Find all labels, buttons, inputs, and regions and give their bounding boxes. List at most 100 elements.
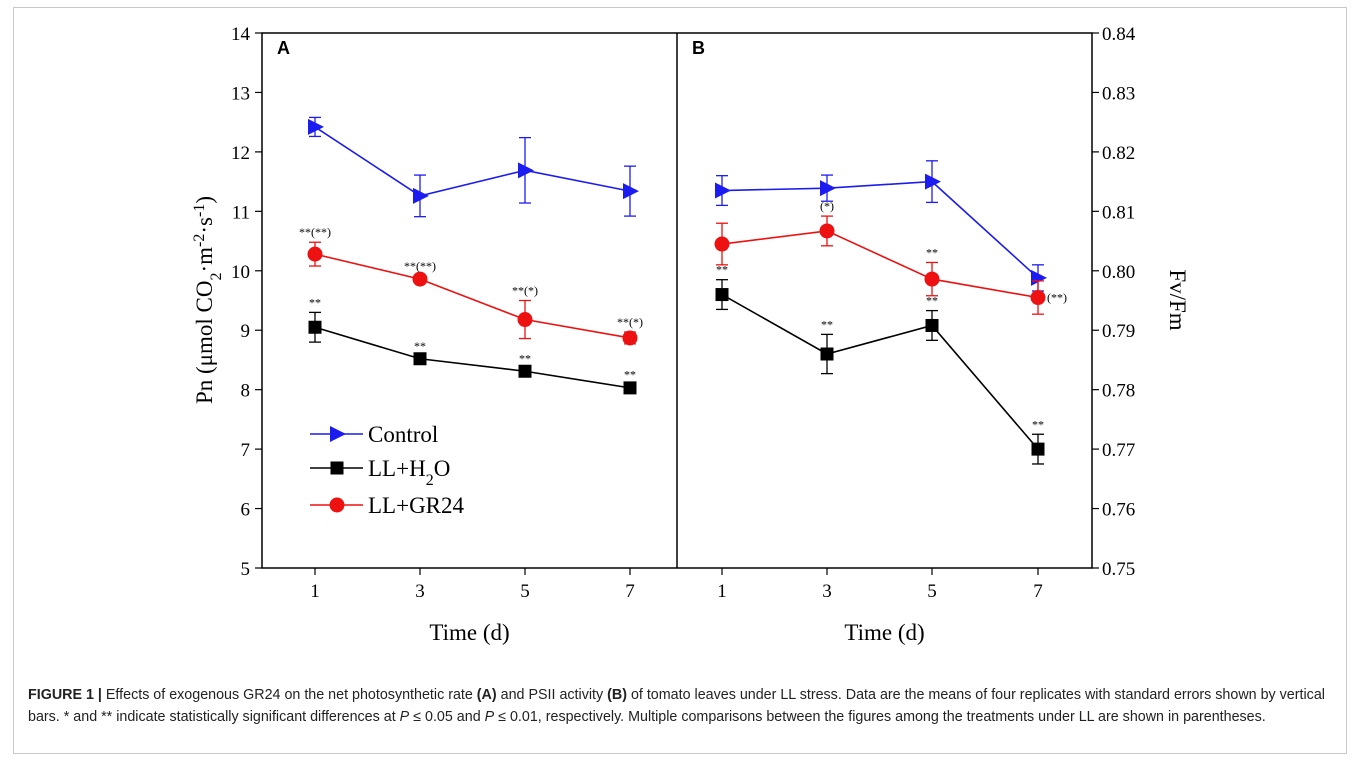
data-point-ll-gr24 bbox=[307, 246, 323, 262]
data-point-ll-h2o bbox=[1031, 442, 1045, 456]
panel-letter: B bbox=[692, 38, 705, 58]
y-tick-label-right: 0.78 bbox=[1102, 381, 1135, 402]
series-line-control bbox=[314, 126, 631, 197]
data-point-ll-gr24 bbox=[517, 312, 533, 328]
series-line-ll-h2o bbox=[721, 293, 1039, 450]
y-tick-label-left: 14 bbox=[231, 24, 251, 45]
y-axis-title-right: Fv/Fm bbox=[1165, 269, 1190, 330]
x-tick-label: 5 bbox=[927, 581, 937, 602]
y-tick-label-left: 9 bbox=[241, 321, 251, 342]
y-tick-label-right: 0.76 bbox=[1102, 500, 1135, 521]
series-line-ll-gr24 bbox=[721, 230, 1039, 299]
caption-panel-a: (A) bbox=[476, 687, 497, 703]
significance-label: (*) bbox=[820, 199, 834, 213]
series-line-control bbox=[721, 180, 1039, 279]
significance-label: ** bbox=[414, 339, 426, 353]
significance-label: ** bbox=[926, 245, 938, 259]
x-tick-label: 7 bbox=[625, 581, 635, 602]
caption-p-symbol-2: P bbox=[484, 709, 495, 725]
legend-label: LL+GR24 bbox=[368, 493, 465, 518]
data-point-ll-h2o bbox=[413, 352, 427, 366]
significance-label: **(*) bbox=[512, 284, 538, 298]
axes-layer: 5678910111213140.750.760.770.780.790.800… bbox=[191, 24, 1191, 645]
caption-panel-b: (B) bbox=[607, 687, 627, 703]
y-tick-label-left: 8 bbox=[241, 381, 251, 402]
legend-label: Control bbox=[368, 422, 438, 447]
caption-text-2: and PSII activity bbox=[496, 687, 608, 703]
y-tick-label-left: 5 bbox=[241, 559, 251, 580]
caption-text-1: Effects of exogenous GR24 on the net pho… bbox=[101, 687, 477, 703]
data-point-control bbox=[308, 118, 324, 135]
x-tick-label: 5 bbox=[520, 581, 530, 602]
significance-label: (**) bbox=[1047, 291, 1067, 305]
caption-p-symbol-1: P bbox=[399, 709, 410, 725]
data-point-ll-gr24 bbox=[622, 330, 638, 346]
significance-label: ** bbox=[309, 295, 321, 309]
panel-letter: A bbox=[277, 38, 290, 58]
figure-caption: FIGURE 1 | Effects of exogenous GR24 on … bbox=[28, 684, 1328, 728]
data-point-control bbox=[715, 182, 731, 199]
data-point-ll-h2o bbox=[715, 288, 729, 302]
legend-marker bbox=[330, 461, 344, 475]
legend-label: LL+H2O bbox=[368, 456, 450, 489]
significance-label: **(*) bbox=[617, 315, 643, 329]
significance-label: ** bbox=[821, 317, 833, 331]
x-tick-label: 1 bbox=[310, 581, 320, 602]
data-point-ll-gr24 bbox=[819, 223, 835, 239]
significance-label: ** bbox=[1032, 417, 1044, 431]
series-line-ll-h2o bbox=[314, 326, 631, 389]
legend-marker bbox=[330, 426, 346, 442]
data-point-control bbox=[518, 162, 534, 179]
x-tick-label: 1 bbox=[717, 581, 727, 602]
data-point-ll-gr24 bbox=[1030, 290, 1046, 306]
data-point-control bbox=[820, 180, 836, 197]
x-tick-label: 7 bbox=[1033, 581, 1043, 602]
figure-frame bbox=[13, 7, 1347, 754]
legend-marker bbox=[329, 497, 345, 513]
significance-label: **(**) bbox=[299, 225, 331, 239]
y-tick-label-right: 0.81 bbox=[1102, 202, 1135, 223]
significance-label: **(**) bbox=[404, 259, 436, 273]
x-tick-label: 3 bbox=[415, 581, 425, 602]
legend-layer: Control LL+H2O LL+GR24 bbox=[310, 422, 465, 518]
y-tick-label-right: 0.79 bbox=[1102, 321, 1135, 342]
significance-label: ** bbox=[926, 294, 938, 308]
significance-label: ** bbox=[519, 351, 531, 365]
data-point-control bbox=[413, 187, 429, 204]
data-point-ll-gr24 bbox=[924, 271, 940, 287]
data-layer: **********(**)**(**)**(*)**(*)********(*… bbox=[299, 116, 1067, 465]
x-axis-title: Time (d) bbox=[844, 620, 924, 645]
y-tick-label-left: 12 bbox=[231, 143, 250, 164]
caption-figure-label: FIGURE 1 | bbox=[28, 687, 102, 703]
data-point-ll-gr24 bbox=[714, 236, 730, 252]
chart-svg: 5678910111213140.750.760.770.780.790.800… bbox=[191, 24, 1191, 645]
y-tick-label-left: 6 bbox=[241, 500, 251, 521]
data-point-ll-h2o bbox=[623, 381, 637, 395]
x-tick-label: 3 bbox=[822, 581, 832, 602]
data-point-control bbox=[1031, 269, 1047, 286]
y-tick-label-right: 0.82 bbox=[1102, 143, 1135, 164]
significance-label: ** bbox=[624, 367, 636, 381]
y-tick-label-right: 0.75 bbox=[1102, 559, 1135, 580]
y-tick-label-right: 0.80 bbox=[1102, 262, 1135, 283]
caption-text-3: of tomato leaves under LL stress. Data a… bbox=[28, 687, 1325, 725]
data-point-ll-h2o bbox=[820, 347, 834, 361]
data-point-ll-gr24 bbox=[412, 271, 428, 287]
data-point-ll-h2o bbox=[308, 320, 322, 334]
y-tick-label-right: 0.83 bbox=[1102, 83, 1135, 104]
y-tick-label-left: 11 bbox=[232, 202, 250, 223]
caption-text-4: ≤ 0.05 and bbox=[409, 709, 485, 725]
data-point-ll-h2o bbox=[925, 318, 939, 332]
series-line-ll-gr24 bbox=[314, 253, 631, 339]
data-point-control bbox=[623, 183, 639, 200]
y-tick-label-right: 0.77 bbox=[1102, 440, 1135, 461]
y-axis-title-left: Pn (μmol CO2·m-2·s-1) bbox=[191, 196, 225, 404]
y-tick-label-left: 13 bbox=[231, 83, 250, 104]
significance-label: ** bbox=[716, 263, 728, 277]
y-tick-label-left: 10 bbox=[231, 262, 250, 283]
data-point-ll-h2o bbox=[518, 364, 532, 378]
data-point-control bbox=[925, 173, 941, 190]
caption-text-5: ≤ 0.01, respectively. Multiple compariso… bbox=[494, 709, 1266, 725]
y-tick-label-right: 0.84 bbox=[1102, 24, 1136, 45]
y-tick-label-left: 7 bbox=[241, 440, 251, 461]
